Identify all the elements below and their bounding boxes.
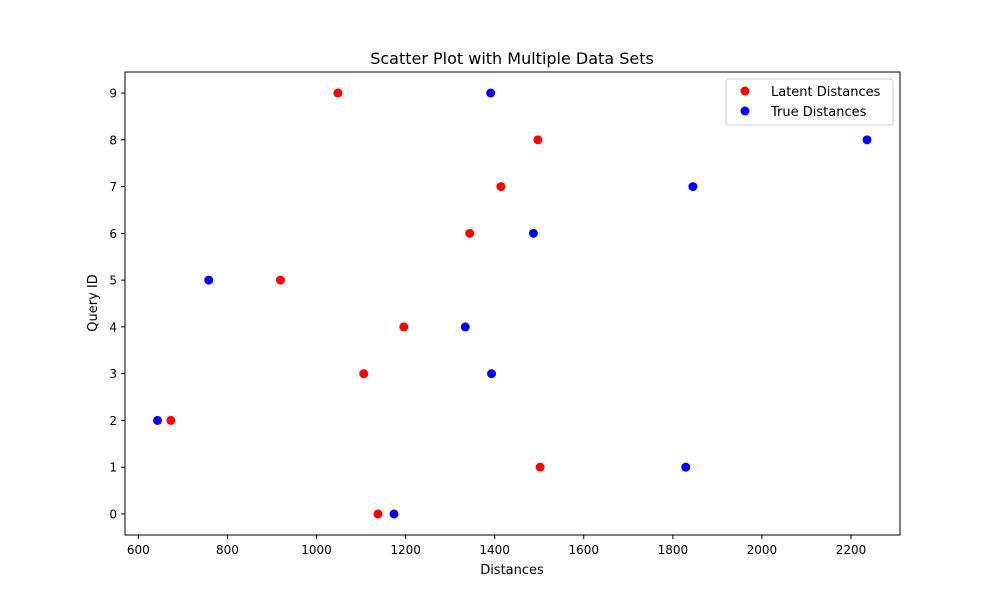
true-point bbox=[528, 228, 538, 238]
legend-box bbox=[725, 78, 894, 126]
true-point bbox=[487, 369, 497, 379]
x-tick-label: 1400 bbox=[479, 543, 510, 557]
latent-point bbox=[373, 509, 383, 519]
true-point bbox=[681, 462, 691, 472]
true-point bbox=[688, 182, 698, 192]
plot-area-frame bbox=[124, 71, 901, 536]
data-points bbox=[153, 88, 872, 519]
y-tick-label: 4 bbox=[109, 320, 117, 334]
x-tick-label: 800 bbox=[216, 543, 239, 557]
chart-title: Scatter Plot with Multiple Data Sets bbox=[370, 49, 654, 68]
true-point bbox=[204, 275, 214, 285]
legend-marker-latent bbox=[740, 86, 750, 96]
y-tick-label: 8 bbox=[109, 133, 117, 147]
latent-point bbox=[166, 415, 176, 425]
x-tick-label: 2200 bbox=[836, 543, 867, 557]
y-tick-label: 6 bbox=[109, 227, 117, 241]
x-tick-label: 1600 bbox=[568, 543, 599, 557]
latent-point bbox=[533, 135, 543, 145]
y-tick-label: 5 bbox=[109, 274, 117, 288]
latent-point bbox=[535, 462, 545, 472]
true-point bbox=[862, 135, 872, 145]
x-axis-label: Distances bbox=[480, 563, 544, 578]
latent-point bbox=[333, 88, 343, 98]
true-point bbox=[153, 415, 163, 425]
y-axis: 0 1 2 3 4 5 6 7 8 9 bbox=[109, 87, 125, 521]
latent-point bbox=[465, 228, 475, 238]
x-tick-label: 600 bbox=[127, 543, 150, 557]
legend-marker-true bbox=[740, 106, 750, 116]
latent-point bbox=[496, 182, 506, 192]
true-point bbox=[389, 509, 399, 519]
legend-label-latent: Latent Distances bbox=[771, 85, 881, 100]
x-tick-label: 2000 bbox=[747, 543, 778, 557]
y-axis-label: Query ID bbox=[86, 274, 101, 331]
y-tick-label: 7 bbox=[109, 180, 117, 194]
y-tick-label: 2 bbox=[109, 414, 117, 428]
y-tick-label: 3 bbox=[109, 367, 117, 381]
true-point bbox=[486, 88, 496, 98]
latent-point bbox=[359, 369, 369, 379]
y-tick-label: 1 bbox=[109, 461, 117, 475]
y-tick-label: 0 bbox=[109, 507, 117, 521]
x-tick-label: 1800 bbox=[658, 543, 689, 557]
legend: Latent Distances True Distances bbox=[725, 78, 894, 126]
x-tick-label: 1000 bbox=[301, 543, 332, 557]
true-point bbox=[460, 322, 470, 332]
x-axis: 600 800 1000 1200 1400 1600 1800 2000 2200 bbox=[127, 535, 866, 557]
legend-label-true: True Distances bbox=[770, 105, 867, 120]
latent-point bbox=[275, 275, 285, 285]
x-tick-label: 1200 bbox=[390, 543, 421, 557]
latent-point bbox=[399, 322, 409, 332]
y-tick-label: 9 bbox=[109, 87, 117, 101]
